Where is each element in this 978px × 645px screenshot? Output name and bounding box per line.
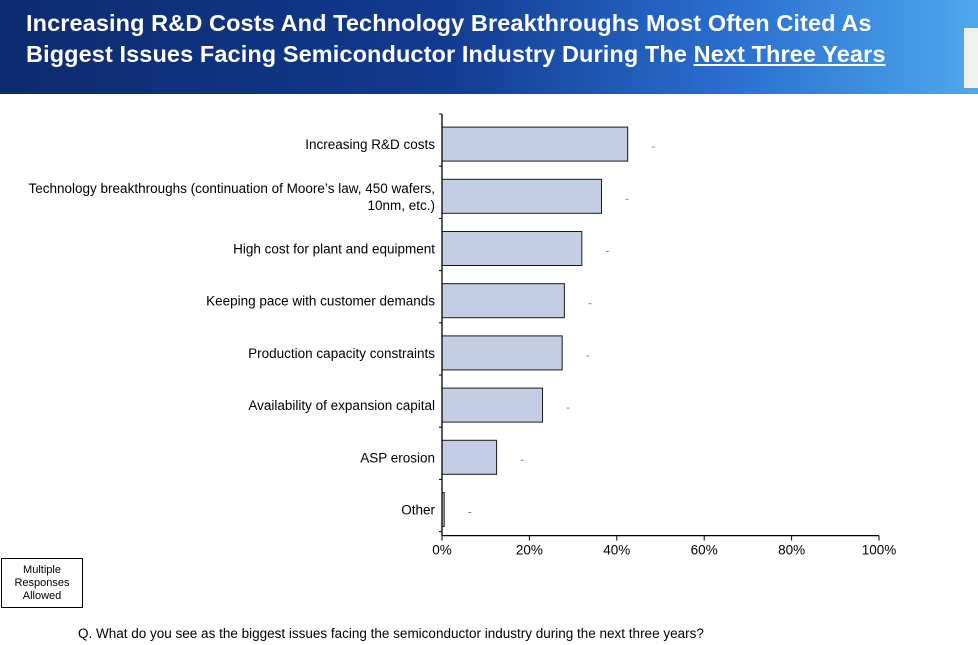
page-title: Increasing R&D Costs And Technology Brea… (26, 8, 956, 70)
survey-question: Q. What do you see as the biggest issues… (78, 626, 704, 641)
category-label: Production capacity constraints (248, 346, 435, 361)
title-emphasis: Next Three Years (693, 41, 886, 67)
title-line-2: Biggest Issues Facing Semiconductor Indu… (26, 39, 956, 70)
category-label: ASP erosion (360, 450, 435, 465)
category-label: Increasing R&D costs (305, 137, 435, 152)
note-line-1: Multiple (23, 563, 61, 576)
x-tick-label: 100% (862, 543, 897, 558)
banner-scroll-edge (964, 28, 978, 88)
category-label: Other (401, 503, 435, 518)
bar-chart: Increasing R&D costs Technology breakthro… (29, 113, 897, 558)
bar (441, 283, 565, 319)
bar (441, 335, 563, 371)
x-tick-label: 20% (516, 543, 543, 558)
category-label: High cost for plant and equipment (233, 242, 435, 257)
x-tick-label: 40% (603, 543, 630, 558)
x-tick-label: 0% (432, 543, 452, 558)
bar (441, 126, 629, 162)
bar (441, 231, 583, 266)
title-line-1: Increasing R&D Costs And Technology Brea… (26, 10, 872, 36)
category-label: Availability of expansion capital (248, 398, 435, 413)
bar (441, 387, 544, 423)
category-label: Keeping pace with customer demands (206, 294, 435, 309)
bar (441, 439, 498, 475)
category-label: 10nm, etc.) (367, 198, 435, 213)
category-label: Technology breakthroughs (continuation o… (29, 181, 436, 196)
x-tick-label: 80% (778, 543, 805, 558)
x-tick-label: 60% (691, 543, 718, 558)
title-banner: Increasing R&D Costs And Technology Brea… (0, 0, 978, 94)
bar (441, 178, 603, 214)
title-line-2-text: Biggest Issues Facing Semiconductor Indu… (26, 41, 694, 67)
multiple-responses-note: Multiple Responses Allowed (1, 558, 83, 608)
note-line-3: Allowed (22, 589, 62, 602)
note-line-2: Responses (14, 576, 70, 589)
